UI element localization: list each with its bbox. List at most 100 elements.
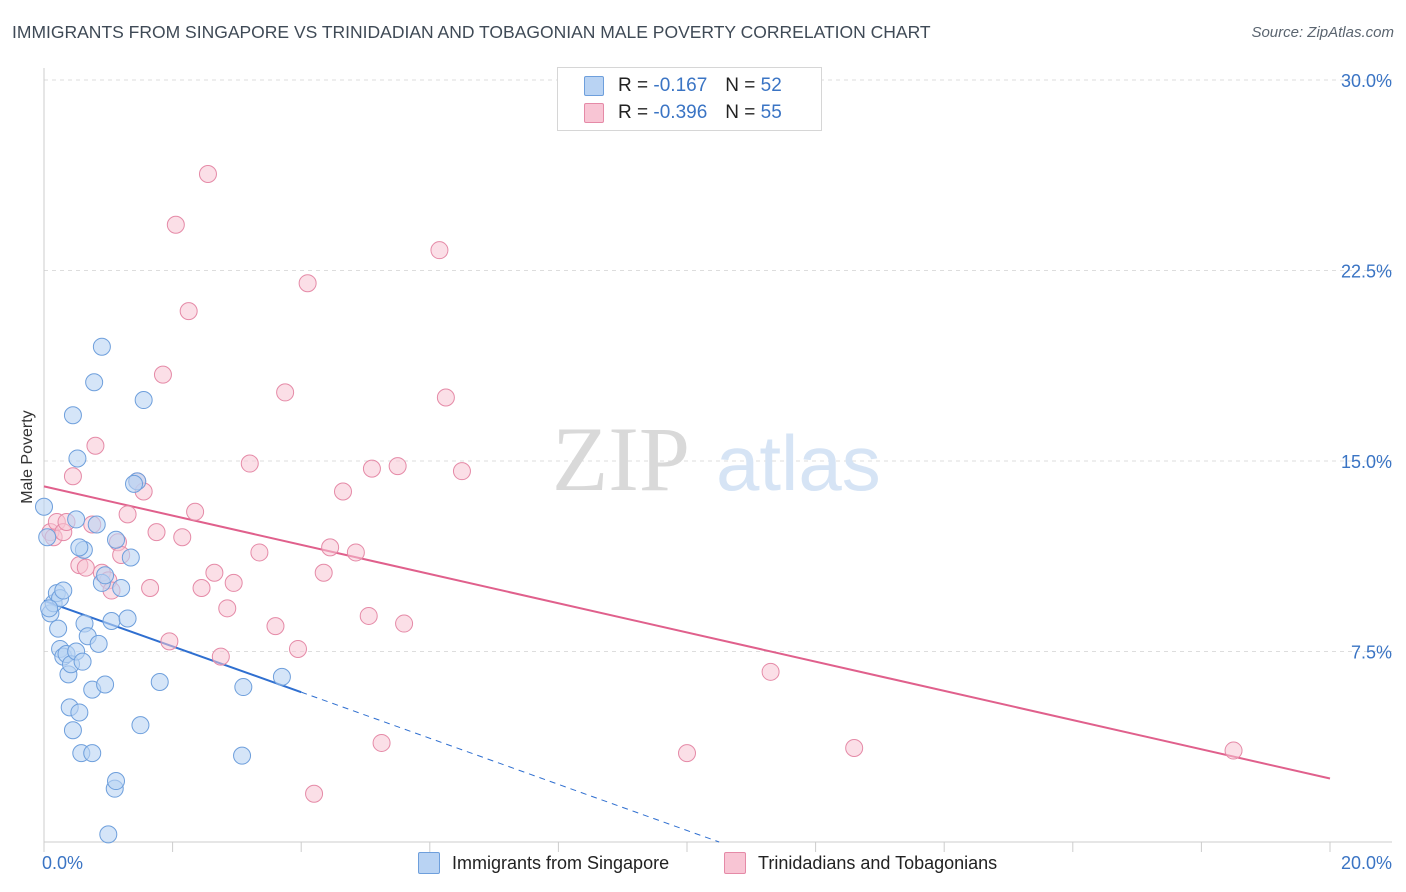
point-singapore	[107, 530, 126, 549]
point-trinidadians	[160, 632, 179, 651]
legend-swatch-blue	[418, 852, 440, 874]
point-trinidadians	[314, 563, 333, 582]
point-trinidadians	[436, 388, 455, 407]
point-singapore	[92, 337, 111, 356]
point-singapore	[67, 510, 86, 529]
point-trinidadians	[211, 647, 230, 666]
point-trinidadians	[76, 558, 95, 577]
point-trinidadians	[218, 599, 237, 618]
y-tick-label: 7.5%	[1351, 643, 1392, 663]
point-singapore	[107, 772, 126, 791]
point-singapore	[131, 716, 150, 735]
legend-n-value: 55	[760, 102, 782, 123]
trend-line-singapore-extension	[301, 691, 720, 843]
tick-labels: 7.5% 15.0% 22.5% 30.0% 0.0% 20.0%	[42, 71, 1392, 873]
point-trinidadians	[288, 639, 307, 658]
point-trinidadians	[333, 482, 352, 501]
point-trinidadians	[321, 538, 340, 557]
point-trinidadians	[179, 302, 198, 321]
series-legend: Immigrants from Singapore Trinidadians a…	[0, 852, 1406, 876]
watermark: ZIP atlas	[552, 408, 881, 510]
point-trinidadians	[761, 662, 780, 681]
point-singapore	[102, 612, 121, 631]
point-singapore	[121, 548, 140, 567]
source-label: Source: ZipAtlas.com	[1251, 24, 1394, 41]
legend-n-value: 52	[760, 75, 782, 96]
series-singapore-points	[35, 337, 291, 844]
point-singapore	[35, 497, 53, 516]
point-trinidadians	[266, 617, 285, 636]
y-tick-label: 30.0%	[1341, 71, 1392, 91]
legend-item-label: Immigrants from Singapore	[452, 852, 670, 873]
point-trinidadians	[678, 744, 696, 763]
point-singapore	[73, 652, 92, 671]
point-trinidadians	[250, 543, 269, 562]
point-trinidadians	[1224, 741, 1243, 760]
point-singapore	[134, 391, 153, 410]
point-singapore	[70, 703, 89, 722]
point-trinidadians	[173, 528, 192, 547]
point-trinidadians	[305, 784, 324, 803]
stats-legend: R = -0.167 N = 52 R = -0.396 N = 55	[557, 67, 822, 131]
legend-r-value: -0.167	[653, 75, 708, 96]
point-singapore	[70, 538, 89, 557]
point-trinidadians	[141, 579, 160, 597]
point-trinidadians	[198, 164, 217, 183]
point-singapore	[118, 609, 137, 628]
point-singapore	[63, 406, 82, 425]
chart-title: IMMIGRANTS FROM SINGAPORE VS TRINIDADIAN…	[12, 22, 931, 42]
legend-swatch-pink	[584, 103, 604, 123]
point-singapore	[96, 566, 115, 585]
legend-swatch-pink	[724, 852, 746, 874]
point-trinidadians	[359, 606, 378, 625]
point-singapore	[85, 373, 104, 392]
x-tick-label: 20.0%	[1341, 853, 1392, 873]
point-trinidadians	[186, 502, 205, 521]
legend-r-label: R =	[618, 102, 649, 123]
point-trinidadians	[153, 365, 172, 384]
y-tick-label: 15.0%	[1341, 452, 1392, 472]
point-trinidadians	[147, 523, 166, 542]
legend-item-singapore: Immigrants from Singapore	[418, 852, 669, 874]
point-singapore	[234, 678, 253, 697]
point-trinidadians	[86, 436, 105, 455]
point-singapore	[63, 721, 82, 740]
point-trinidadians	[166, 215, 185, 234]
point-trinidadians	[63, 467, 82, 486]
legend-n-label: N =	[725, 102, 756, 123]
legend-swatch-blue	[584, 76, 604, 96]
legend-row-trinidadians: R = -0.396 N = 55	[584, 101, 782, 125]
point-singapore	[89, 634, 108, 653]
grid-lines	[44, 79, 1392, 652]
point-singapore	[54, 581, 73, 600]
point-trinidadians	[372, 733, 391, 752]
point-singapore	[150, 672, 169, 691]
legend-n-label: N =	[725, 75, 756, 96]
point-trinidadians	[192, 579, 211, 597]
point-trinidadians	[388, 457, 407, 476]
trend-lines	[43, 485, 1331, 843]
trend-line-trinidadians	[43, 485, 1331, 780]
point-trinidadians	[845, 739, 864, 758]
point-trinidadians	[298, 274, 317, 293]
point-singapore	[125, 474, 144, 493]
point-trinidadians	[430, 241, 449, 260]
point-trinidadians	[346, 543, 365, 562]
x-tick-label: 0.0%	[42, 853, 83, 873]
point-singapore	[96, 675, 115, 694]
legend-row-singapore: R = -0.167 N = 52	[584, 74, 782, 98]
legend-item-trinidadians: Trinidadians and Tobagonians	[724, 852, 997, 874]
point-singapore	[87, 515, 106, 534]
legend-item-label: Trinidadians and Tobagonians	[758, 852, 998, 873]
point-singapore	[49, 619, 68, 638]
point-trinidadians	[118, 505, 137, 524]
point-trinidadians	[276, 383, 295, 402]
point-singapore	[38, 528, 57, 547]
point-singapore	[112, 579, 131, 597]
point-trinidadians	[240, 454, 259, 473]
watermark-zip: ZIP	[552, 408, 690, 510]
point-singapore	[40, 599, 59, 618]
point-trinidadians	[452, 462, 471, 481]
point-trinidadians	[362, 459, 381, 478]
